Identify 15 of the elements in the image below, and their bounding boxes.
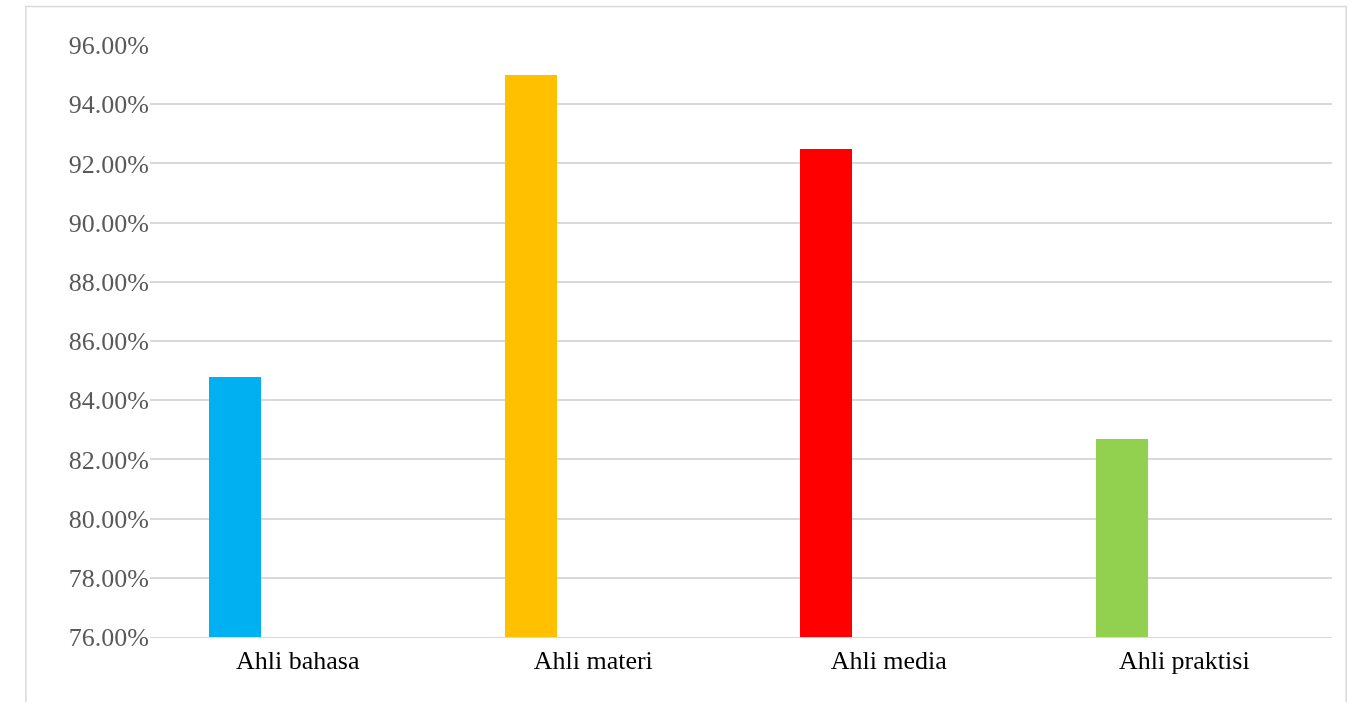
y-tick-label: 94.00% xyxy=(68,90,149,120)
y-tick-label: 76.00% xyxy=(68,623,149,653)
x-tick-label: Ahli materi xyxy=(533,646,653,676)
y-tick-label: 78.00% xyxy=(68,563,149,593)
y-tick-label: 88.00% xyxy=(68,267,149,297)
y-tick-label: 80.00% xyxy=(68,504,149,534)
y-tick-label: 92.00% xyxy=(68,149,149,179)
x-tick-label: Ahli media xyxy=(830,646,948,676)
y-tick-label: 82.00% xyxy=(68,445,149,475)
y-tick-label: 90.00% xyxy=(68,208,149,238)
x-tick-label: Ahli praktisi xyxy=(1118,646,1250,676)
y-tick-label: 96.00% xyxy=(68,31,149,61)
y-tick-label: 86.00% xyxy=(68,327,149,357)
y-tick-label: 84.00% xyxy=(68,386,149,416)
x-tick-label: Ahli bahasa xyxy=(236,646,360,676)
